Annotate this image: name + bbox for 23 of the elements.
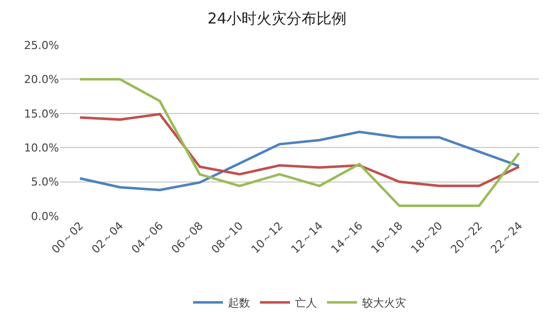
legend-label: 起数 (228, 296, 250, 310)
x-tick-label: 10～12 (248, 219, 286, 256)
y-tick-label: 5.0% (31, 176, 59, 189)
y-tick-label: 15.0% (24, 107, 59, 120)
line-series (78, 112, 520, 188)
x-tick-label: 04～06 (129, 219, 166, 256)
line-series (78, 130, 520, 192)
x-tick-label: 06～08 (168, 219, 206, 256)
line-series (78, 78, 520, 207)
x-tick-label: 18～20 (408, 219, 446, 256)
chart-title: 24小时火灾分布比例 (207, 10, 347, 28)
x-tick-label: 22～24 (488, 219, 526, 256)
x-tick-label: 20～22 (448, 219, 486, 256)
y-tick-label: 25.0% (24, 38, 59, 52)
x-tick-label: 16～18 (368, 219, 406, 256)
x-tick-label: 02～04 (89, 219, 126, 256)
x-tick-label: 14～16 (328, 219, 366, 256)
y-tick-label: 20.0% (24, 73, 59, 86)
legend-label: 较大火灾 (362, 296, 406, 310)
x-tick-label: 12～14 (288, 219, 326, 256)
y-tick-label: 10.0% (24, 141, 59, 154)
x-tick-label: 08～10 (208, 219, 246, 256)
legend-label: 亡人 (295, 296, 317, 310)
